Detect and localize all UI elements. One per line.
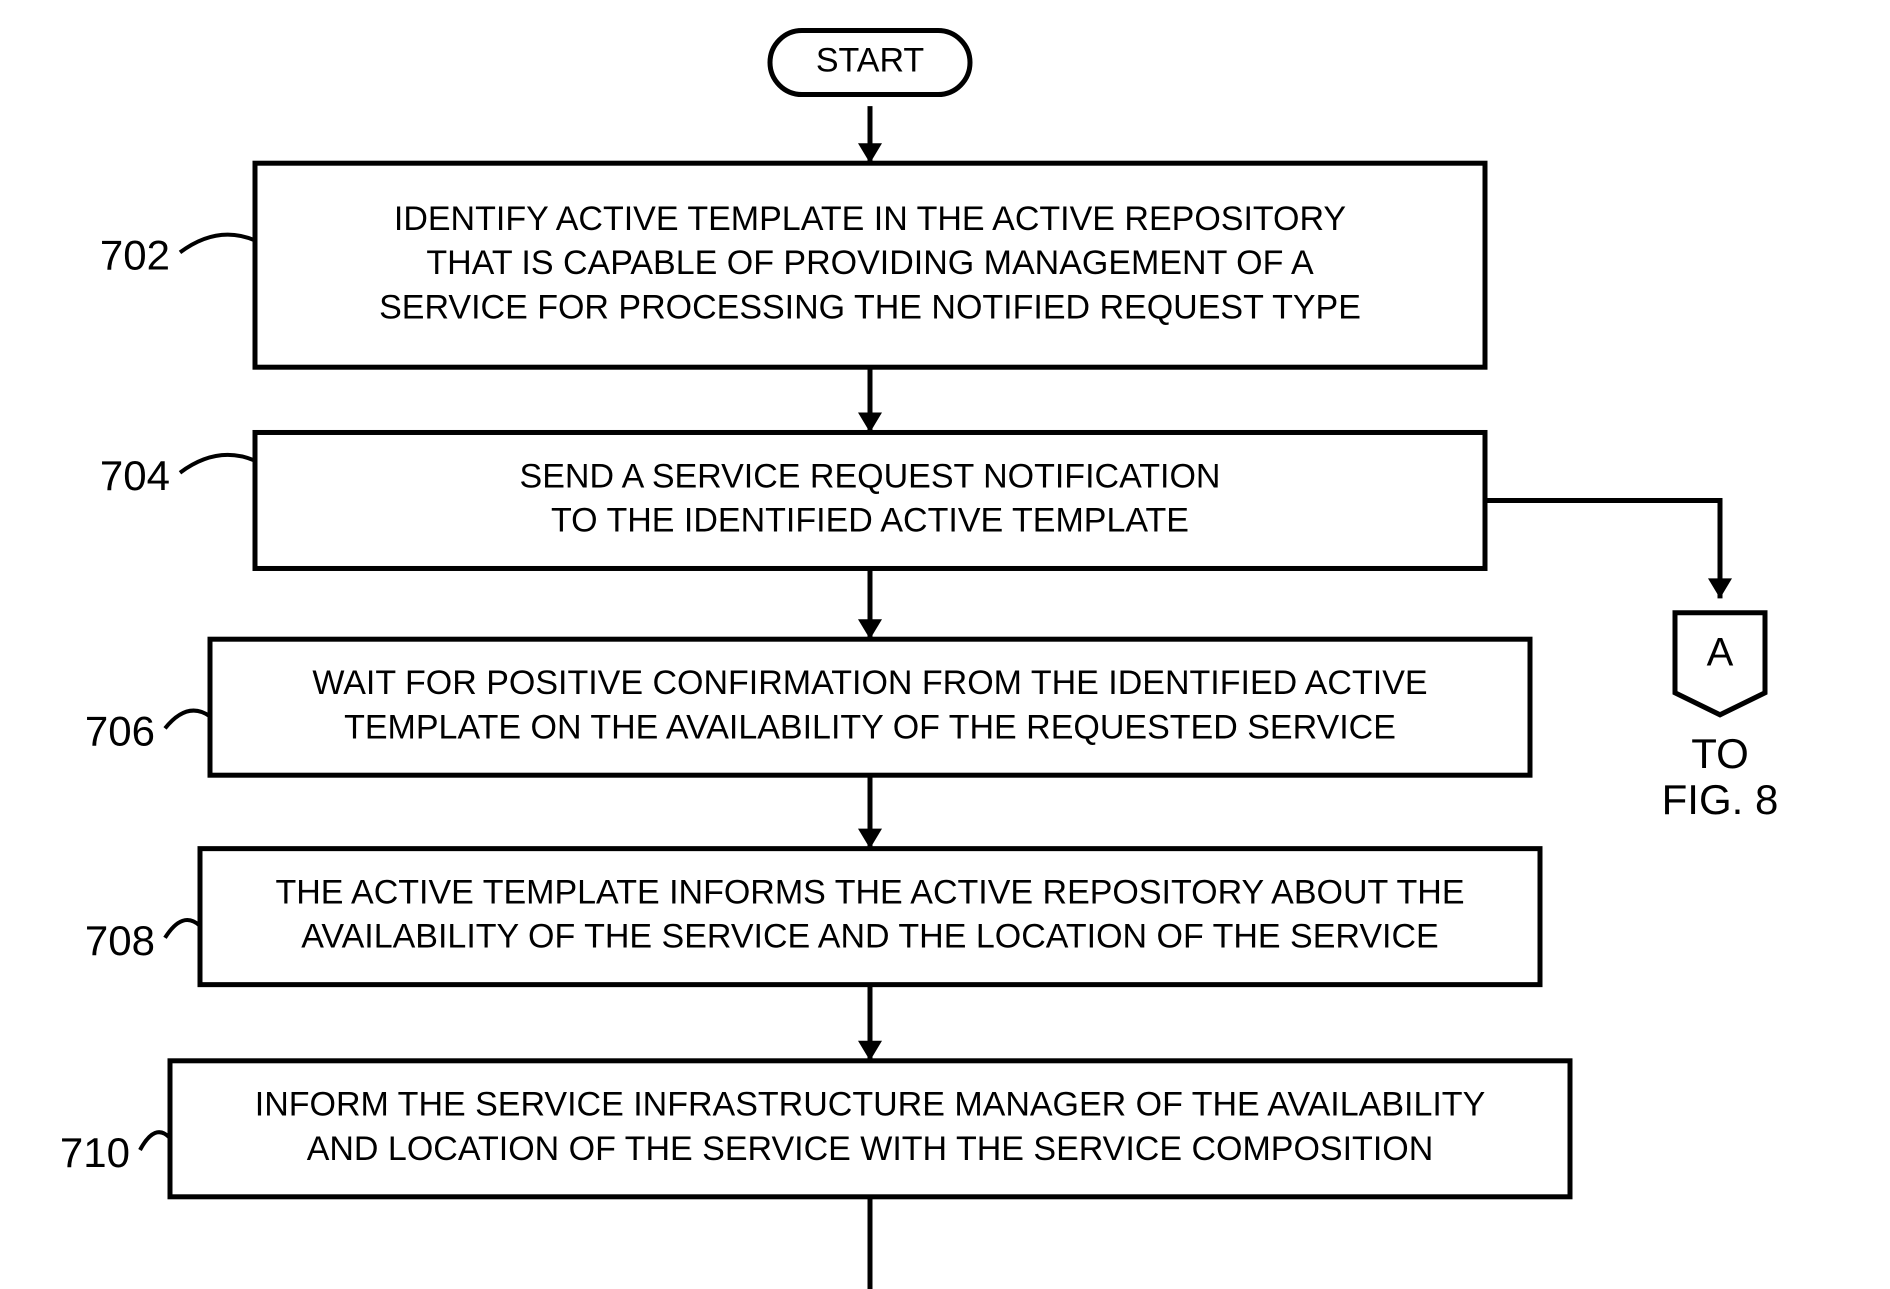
step710-box: [170, 1061, 1570, 1197]
step708-line-0: THE ACTIVE TEMPLATE INFORMS THE ACTIVE R…: [275, 874, 1464, 912]
step704-box: [255, 432, 1485, 568]
step704-line-1: TO THE IDENTIFIED ACTIVE TEMPLATE: [551, 502, 1189, 540]
step708-line-1: AVAILABILITY OF THE SERVICE AND THE LOCA…: [301, 918, 1438, 956]
step710-line-0: INFORM THE SERVICE INFRASTRUCTURE MANAGE…: [255, 1086, 1486, 1124]
step706-ref: 706: [85, 707, 155, 754]
flowchart-canvas: STARTENDIDENTIFY ACTIVE TEMPLATE IN THE …: [0, 0, 1890, 1289]
step702-ref: 702: [100, 231, 170, 278]
step706-line-0: WAIT FOR POSITIVE CONFIRMATION FROM THE …: [312, 664, 1427, 702]
offpage-subline-0: TO: [1691, 730, 1749, 777]
step708-ref: 708: [85, 917, 155, 964]
step708-ref-leader: [165, 920, 200, 938]
step710-ref: 710: [60, 1129, 130, 1176]
step704-ref: 704: [100, 452, 170, 499]
step704-ref-leader: [180, 455, 255, 473]
offpage-subline-1: FIG. 8: [1662, 776, 1779, 823]
start-label: START: [816, 42, 924, 80]
step710-line-1: AND LOCATION OF THE SERVICE WITH THE SER…: [307, 1130, 1434, 1168]
step702-line-2: SERVICE FOR PROCESSING THE NOTIFIED REQU…: [379, 288, 1361, 326]
step702-line-1: THAT IS CAPABLE OF PROVIDING MANAGEMENT …: [426, 244, 1314, 282]
offpage-connector-label: A: [1707, 630, 1734, 674]
step706-box: [210, 639, 1530, 775]
step706-line-1: TEMPLATE ON THE AVAILABILITY OF THE REQU…: [344, 708, 1396, 746]
step710-ref-leader: [140, 1132, 170, 1150]
step702-line-0: IDENTIFY ACTIVE TEMPLATE IN THE ACTIVE R…: [394, 200, 1346, 238]
edge-step704-connA: [1485, 500, 1720, 598]
step702-ref-leader: [180, 235, 255, 253]
step704-line-0: SEND A SERVICE REQUEST NOTIFICATION: [520, 457, 1221, 495]
step706-ref-leader: [165, 711, 210, 729]
step708-box: [200, 849, 1540, 985]
